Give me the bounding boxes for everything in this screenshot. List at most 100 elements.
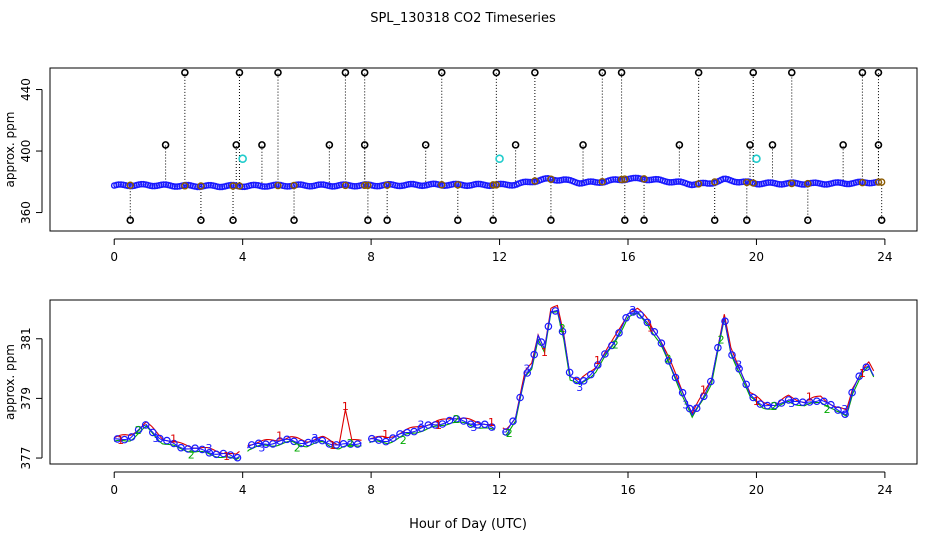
outlier-point-low	[454, 216, 462, 225]
data-point	[480, 420, 489, 429]
x-axis-label: Hour of Day (UTC)	[409, 517, 527, 532]
outlier-point-high	[492, 68, 501, 77]
series-label-1: 1	[488, 416, 495, 429]
outlier-point-high	[787, 68, 796, 77]
x-tick-label: 4	[239, 483, 247, 497]
data-point	[523, 369, 532, 377]
data-point	[184, 445, 192, 453]
data-point	[820, 397, 828, 406]
data-point	[374, 436, 383, 444]
data-point	[827, 400, 835, 409]
outlier-point-high	[531, 68, 539, 77]
series-label-1: 1	[594, 354, 601, 367]
series-label-1: 1	[806, 391, 813, 404]
data-point	[226, 451, 235, 459]
outlier-point-mid	[746, 141, 754, 149]
data-point	[141, 421, 150, 429]
data-point	[452, 414, 461, 423]
y-axis-label: approx. ppm	[3, 112, 17, 188]
data-point	[261, 440, 270, 449]
outlier-point-high	[858, 68, 867, 77]
data-point	[834, 406, 842, 414]
data-point	[254, 439, 263, 448]
series-label-2: 2	[718, 334, 725, 347]
data-point	[629, 308, 637, 316]
base-marker	[694, 180, 703, 188]
outlier-point-low	[710, 216, 719, 225]
series-label-3: 3	[576, 381, 583, 394]
data-point	[472, 180, 480, 188]
base-marker	[640, 175, 648, 183]
plot-frame	[49, 67, 918, 232]
data-point	[650, 327, 659, 336]
x-tick-label: 4	[239, 250, 247, 264]
data-point	[608, 341, 616, 350]
data-point	[424, 421, 433, 429]
data-point	[417, 424, 426, 432]
outlier-point-high	[694, 68, 703, 77]
outlier-point-low	[489, 216, 497, 225]
base-marker	[290, 181, 298, 190]
data-point	[756, 400, 765, 408]
data-point	[565, 368, 574, 377]
data-point	[572, 376, 581, 385]
base-marker	[454, 181, 462, 189]
data-point	[672, 178, 680, 185]
series-label-1: 1	[647, 321, 654, 334]
base-marker	[360, 181, 369, 190]
data-point	[728, 351, 736, 359]
data-point	[615, 329, 623, 337]
series-label-3: 3	[523, 363, 530, 376]
data-point	[678, 388, 687, 397]
data-point	[622, 313, 630, 322]
data-point	[182, 181, 190, 189]
data-point	[735, 364, 743, 373]
outlier-point-mid	[579, 141, 587, 149]
series-label-3: 3	[841, 403, 848, 416]
data-point	[585, 178, 592, 185]
base-marker	[617, 175, 626, 184]
y-tick-label: 360	[19, 201, 33, 224]
series-label-2: 2	[559, 322, 566, 335]
data-point	[290, 437, 298, 446]
base-marker	[858, 178, 867, 187]
data-point	[156, 434, 164, 443]
base-marker	[489, 181, 497, 189]
data-point	[516, 393, 524, 402]
cyan-point	[495, 154, 504, 164]
data-point	[396, 430, 404, 438]
outlier-point-mid	[874, 141, 883, 149]
data-point	[431, 421, 440, 429]
data-point	[862, 363, 871, 372]
outlier-point-low	[126, 216, 135, 225]
data-point	[664, 356, 673, 365]
series-label-2: 2	[188, 449, 195, 462]
data-point	[791, 397, 800, 406]
base-marker	[492, 181, 501, 189]
outlier-point-low	[640, 216, 648, 225]
outlier-point-low	[364, 216, 372, 225]
data-point	[113, 435, 122, 443]
outlier-point-high	[749, 68, 758, 77]
y-axis-label: approx. ppm	[3, 344, 17, 420]
outlier-point-high	[598, 68, 607, 77]
base-marker	[341, 181, 350, 190]
outlier-point-low	[547, 216, 555, 225]
data-point	[706, 377, 715, 386]
data-point	[247, 441, 256, 449]
outlier-point-low	[743, 216, 751, 225]
data-point	[346, 440, 355, 448]
series-label-1: 1	[382, 428, 389, 441]
data-point	[127, 433, 136, 441]
data-point	[339, 439, 348, 448]
data-point	[487, 423, 496, 431]
series-label-3: 3	[682, 398, 689, 411]
series-label-1: 1	[753, 395, 760, 408]
data-point	[318, 436, 327, 445]
base-marker	[874, 178, 883, 186]
data-point	[459, 417, 468, 425]
base-marker	[547, 175, 555, 183]
data-point	[297, 439, 305, 448]
data-point	[579, 376, 588, 385]
series-label-3: 3	[206, 442, 213, 455]
